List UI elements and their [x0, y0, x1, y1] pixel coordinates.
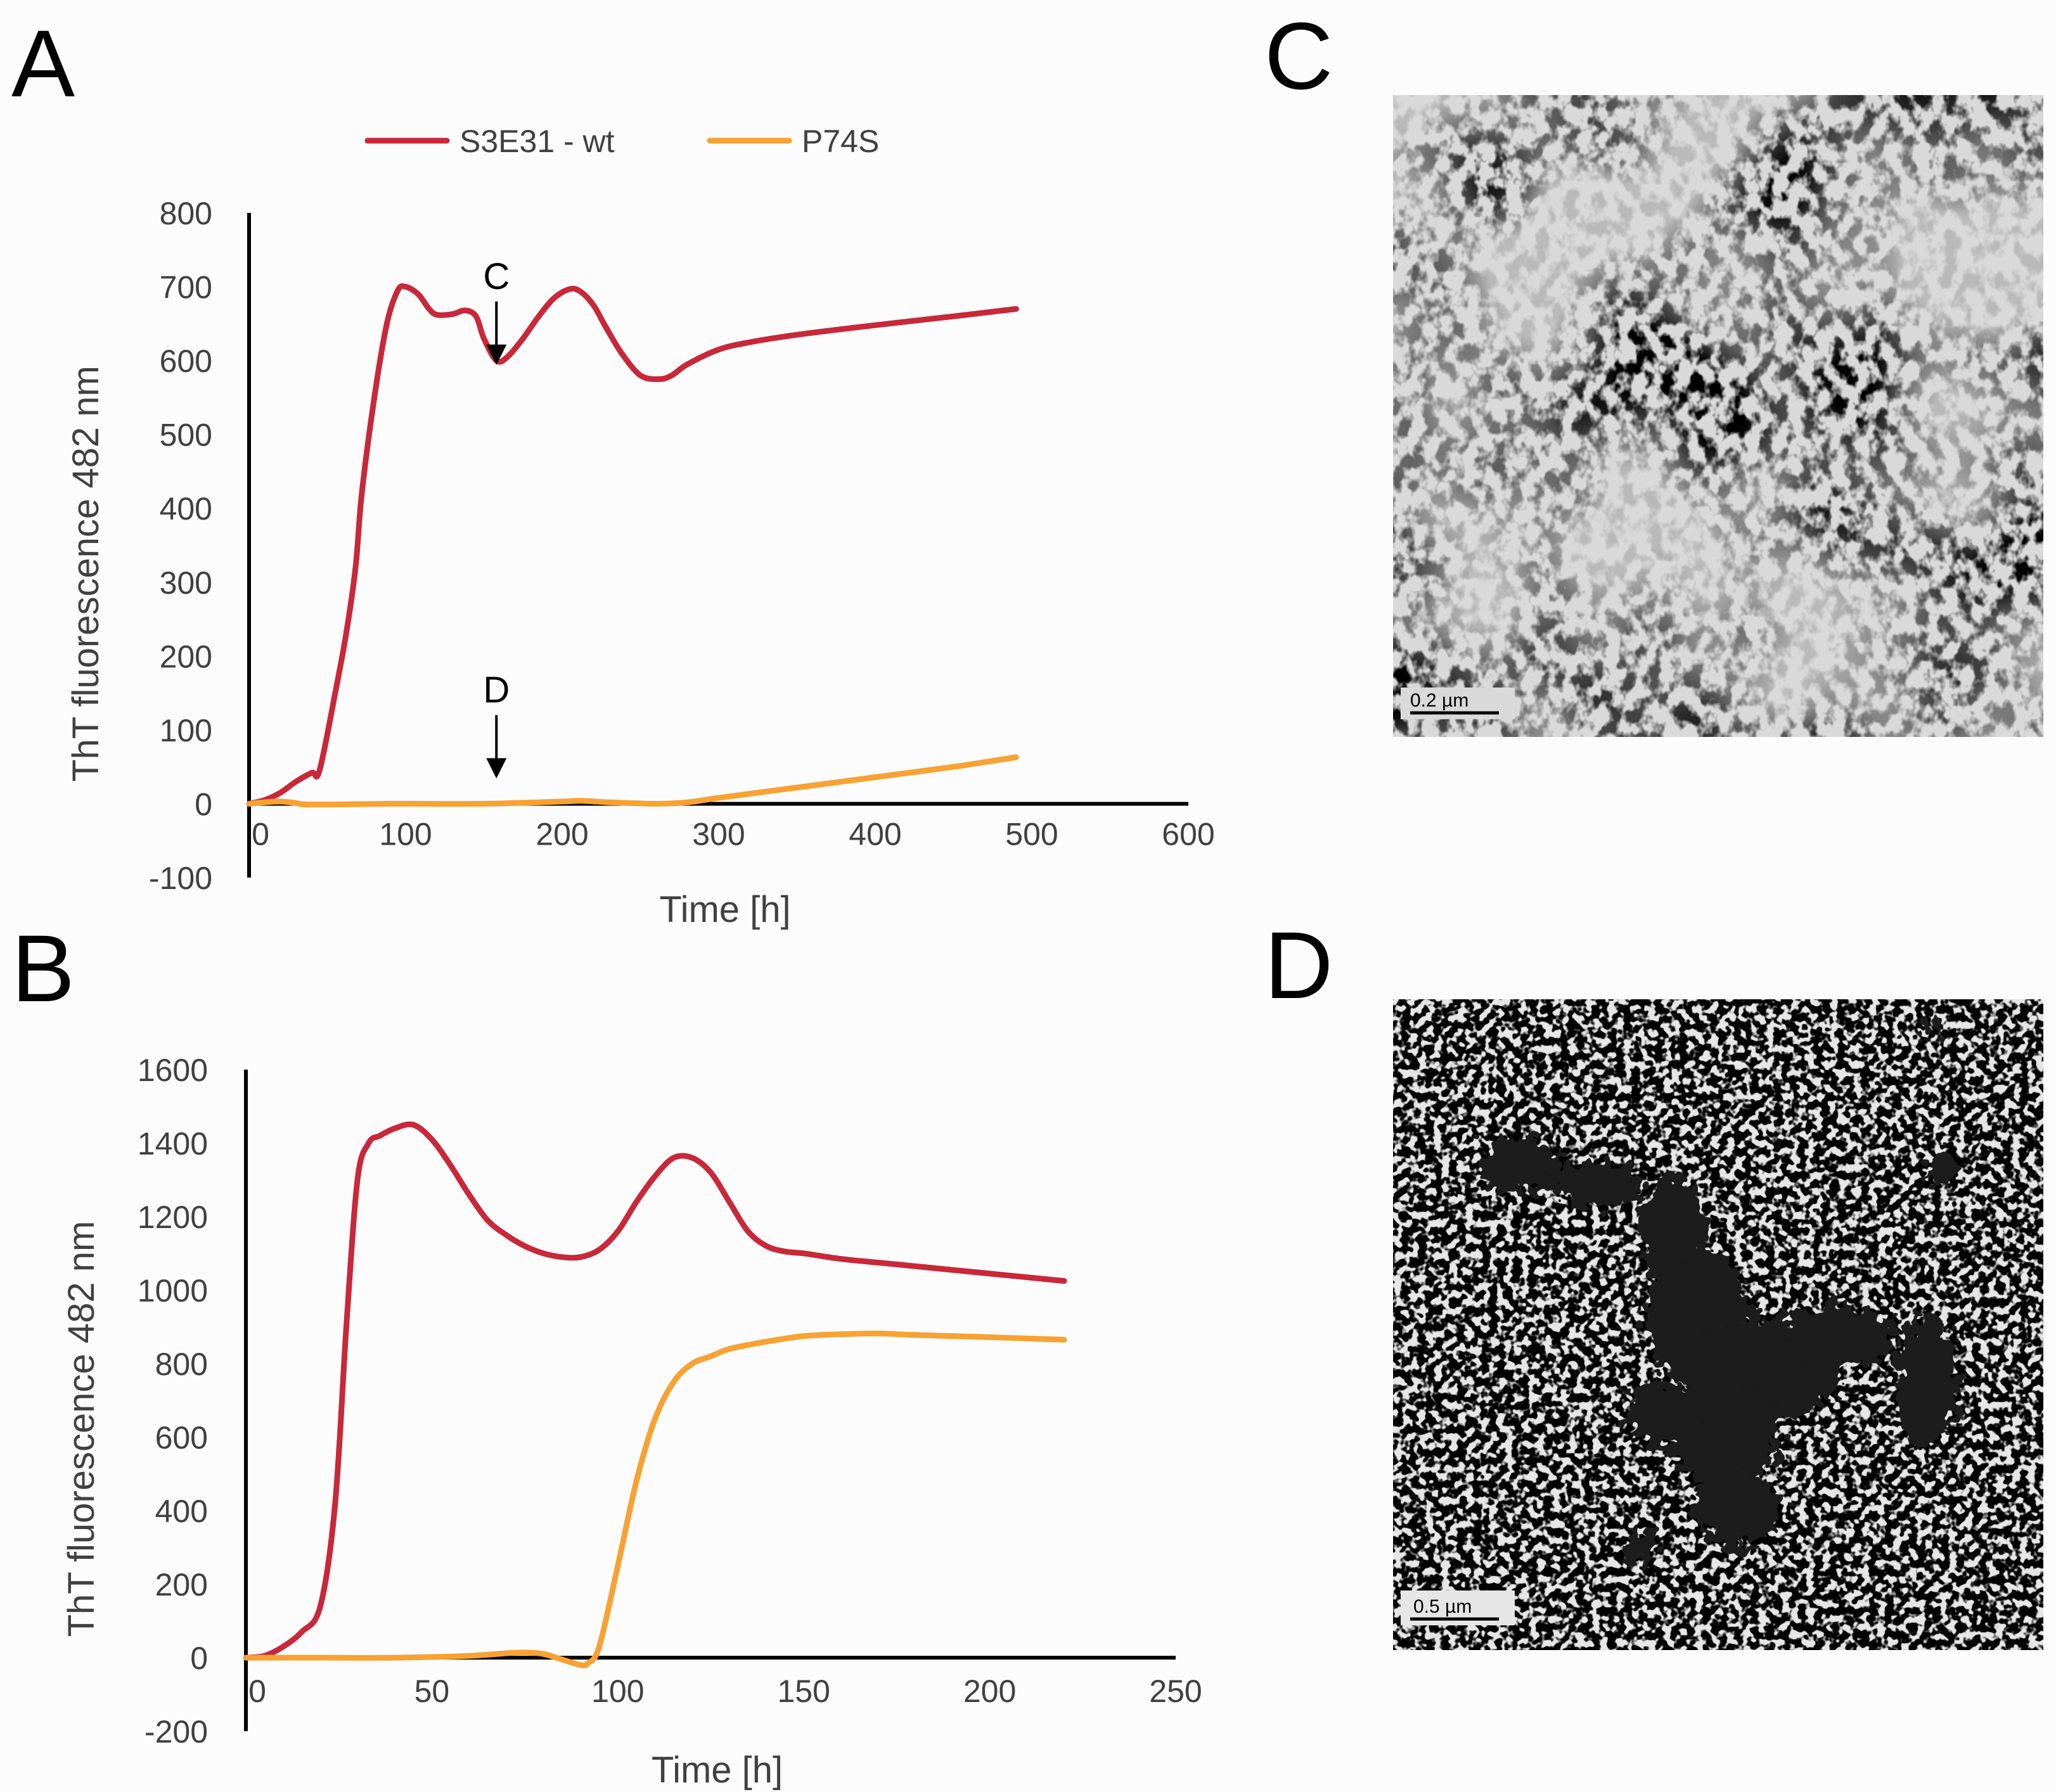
- y-tick-label: 1400: [138, 1126, 208, 1162]
- panel-letter-c: C: [1264, 3, 1333, 109]
- x-tick-label: 0: [252, 816, 269, 852]
- x-tick-label: 50: [414, 1674, 450, 1709]
- x-tick-label: 250: [1149, 1674, 1202, 1709]
- y-tick-label: 600: [155, 1420, 208, 1456]
- y-tick-label: 0: [195, 786, 212, 822]
- micrograph-c-fibrils: [1393, 95, 2043, 737]
- y-tick-label: 500: [160, 418, 212, 453]
- x-tick-label: 150: [777, 1674, 830, 1709]
- legend-label-p74s: P74S: [802, 124, 879, 159]
- annotation-label: D: [483, 670, 510, 711]
- chart-a-x-ticks: 0 100 200 300 400 500 600: [252, 816, 1215, 852]
- y-tick-label: 1600: [138, 1053, 208, 1088]
- chart-b-y-axis-title: ThT fluorescence 482 nm: [61, 1221, 102, 1637]
- panel-letter-b: B: [11, 915, 75, 1021]
- x-tick-label: 400: [849, 816, 901, 852]
- x-tick-label: 200: [536, 816, 588, 852]
- micrograph-c: 0.2 µm: [1393, 95, 2043, 737]
- series-line-p74s: [243, 1330, 1067, 1668]
- chart-a-series: [246, 283, 1019, 808]
- panel-letter-d: D: [1264, 912, 1333, 1018]
- x-tick-label: 0: [248, 1674, 266, 1709]
- chart-b-x-axis-title: Time [h]: [652, 1750, 783, 1791]
- y-tick-label: 700: [160, 270, 212, 305]
- micrograph-c-scale-label: 0.2 µm: [1410, 690, 1468, 711]
- annotation-arrow-head: [486, 344, 507, 365]
- series-line-p74s: [246, 754, 1019, 808]
- chart-a-annotations: CD: [483, 256, 510, 779]
- x-tick-label: 100: [591, 1674, 644, 1709]
- y-tick-label: 400: [160, 491, 212, 527]
- y-tick-label: 600: [160, 343, 212, 379]
- y-tick-label: 1200: [138, 1200, 208, 1235]
- y-tick-label: 0: [190, 1641, 208, 1676]
- x-tick-label: 300: [692, 816, 745, 852]
- panel-letter-a: A: [11, 10, 75, 117]
- chart-a-y-axis-title: ThT fluorescence 482 nm: [65, 366, 106, 782]
- x-tick-label: 600: [1162, 816, 1214, 852]
- annotation-arrow-head: [486, 758, 507, 779]
- chart-b-series: [243, 1121, 1067, 1668]
- legend-label-wt: S3E31 - wt: [459, 124, 615, 159]
- chart-a-y-ticks: -100 0 100 200 300 400 500 600 700 800: [149, 196, 212, 896]
- y-tick-label: 800: [155, 1347, 208, 1382]
- y-tick-label: 1000: [138, 1273, 208, 1309]
- x-tick-label: 100: [379, 816, 432, 852]
- chart-a-x-axis-title: Time [h]: [659, 889, 790, 930]
- legend: S3E31 - wt P74S: [364, 124, 879, 159]
- chart-b-y-ticks: -200 0 200 400 600 800 1000 1200 1400 1600: [138, 1053, 208, 1750]
- chart-b-x-ticks: 0 50 100 150 200 250: [248, 1674, 1202, 1709]
- y-tick-label: -100: [149, 861, 212, 896]
- series-line-wt: [246, 283, 1019, 807]
- y-tick-label: 300: [160, 565, 212, 601]
- chart-b: -200 0 200 400 600 800 1000 1200 1400 1600 0 50 100…: [61, 1053, 1202, 1791]
- annotation-label: C: [483, 256, 510, 297]
- micrograph-d: 0.5 µm: [1393, 999, 2043, 1650]
- y-tick-label: -200: [145, 1714, 208, 1750]
- chart-a: -100 0 100 200 300 400 500 600 700 800 0 100 200 300…: [65, 196, 1215, 930]
- micrograph-d-scale-label: 0.5 µm: [1413, 1596, 1472, 1617]
- x-tick-label: 200: [963, 1674, 1016, 1709]
- micrograph-d-aggregate: [1477, 1020, 1958, 1565]
- y-tick-label: 400: [155, 1494, 208, 1529]
- y-tick-label: 100: [160, 713, 212, 748]
- y-tick-label: 800: [160, 196, 212, 231]
- y-tick-label: 200: [155, 1567, 208, 1603]
- series-line-wt: [243, 1121, 1067, 1661]
- x-tick-label: 500: [1005, 816, 1058, 852]
- y-tick-label: 200: [160, 639, 212, 674]
